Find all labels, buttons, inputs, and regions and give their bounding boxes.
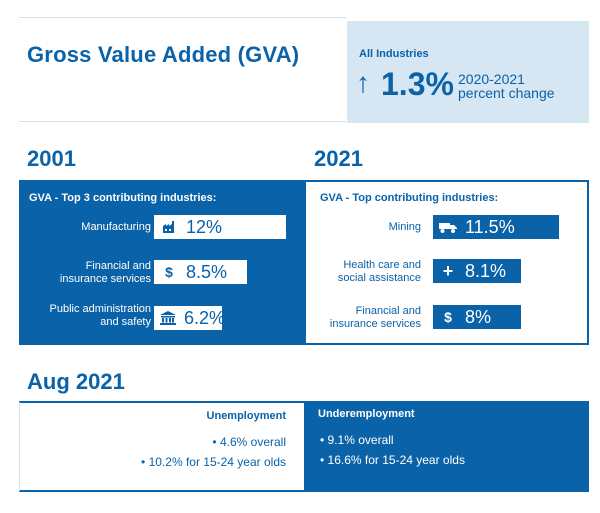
year-2021-heading: 2021 [314, 146, 363, 171]
plus-icon: + [442, 260, 454, 281]
row-label-line2: social assistance [337, 272, 421, 284]
row-label: Financial and insurance services [330, 305, 421, 331]
underemployment-section: Underemployment • 9.1% overall • 16.6% f… [304, 401, 589, 492]
bar-value: 8% [465, 306, 492, 327]
hero-desc-line1: 2020-2021 [458, 71, 525, 87]
aug-2021-heading: Aug 2021 [27, 369, 125, 394]
unemployment-title: Unemployment [206, 410, 286, 422]
dollar-icon: $ [444, 309, 452, 325]
row-label-line1: Mining [388, 221, 421, 233]
row-label: Mining [389, 221, 421, 234]
bar-financial-insurance-2021: $ 8% [433, 305, 521, 329]
row-label-line1: Financial and [85, 260, 151, 272]
hero-description: 2020-2021 percent change [458, 72, 588, 100]
up-arrow-icon: ↑ [356, 67, 370, 98]
row-label: Financial and insurance services [60, 260, 151, 286]
bar-public-administration: 6.2% [154, 306, 226, 330]
bar-manufacturing: 12% [154, 215, 286, 239]
unemployment-bullet: • 10.2% for 15-24 year olds [141, 455, 286, 469]
row-label-line1: Health care and [343, 259, 421, 271]
government-building-icon [160, 309, 176, 327]
bar-value: 11.5% [465, 216, 515, 237]
unemployment-section: Unemployment • 4.6% overall • 10.2% for … [19, 401, 304, 492]
bar-value: 8.5% [186, 261, 228, 282]
panel-2021: GVA - Top contributing industries: Minin… [304, 180, 589, 345]
year-2001-heading: 2001 [27, 146, 76, 171]
underemployment-bullet: • 16.6% for 15-24 year olds [320, 453, 465, 467]
bar-value: 6.2% [184, 307, 226, 328]
header-bottom-divider [19, 121, 346, 122]
row-label-line2: and safety [100, 316, 151, 328]
bar-financial-insurance-2001: $ 8.5% [154, 260, 247, 284]
unemployment-bullet: • 4.6% overall [212, 435, 286, 449]
panel-2001-title: GVA - Top 3 contributing industries: [29, 192, 217, 204]
row-label-line1: Public administration [49, 303, 152, 315]
row-label-line2: insurance services [329, 318, 421, 330]
hero-value: 1.3% [381, 66, 454, 102]
underemployment-title: Underemployment [318, 408, 415, 420]
header-top-divider [19, 17, 346, 18]
bar-value: 12% [186, 216, 223, 237]
panel-2001: GVA - Top 3 contributing industries: Man… [19, 180, 304, 345]
row-label-line2: insurance services [59, 273, 151, 285]
row-label: Health care and social assistance [338, 259, 421, 285]
factory-icon [160, 218, 178, 236]
row-label-line1: Manufacturing [81, 221, 151, 233]
hero-label: All Industries [359, 48, 429, 60]
underemployment-bullet: • 9.1% overall [320, 433, 394, 447]
row-label: Manufacturing [81, 221, 151, 234]
bar-value: 8.1% [465, 260, 507, 281]
all-industries-summary-card: All Industries ↑ 1.3% 2020-2021 percent … [347, 21, 589, 123]
dollar-icon: $ [165, 264, 173, 280]
mining-truck-icon [439, 218, 457, 236]
hero-desc-line2: percent change [458, 85, 555, 101]
bar-health-care: + 8.1% [433, 259, 521, 283]
row-label-line1: Financial and [355, 305, 421, 317]
panel-2021-title: GVA - Top contributing industries: [320, 192, 499, 204]
row-label: Public administration and safety [50, 303, 152, 329]
bar-mining: 11.5% [433, 215, 559, 239]
page-title: Gross Value Added (GVA) [27, 42, 300, 67]
